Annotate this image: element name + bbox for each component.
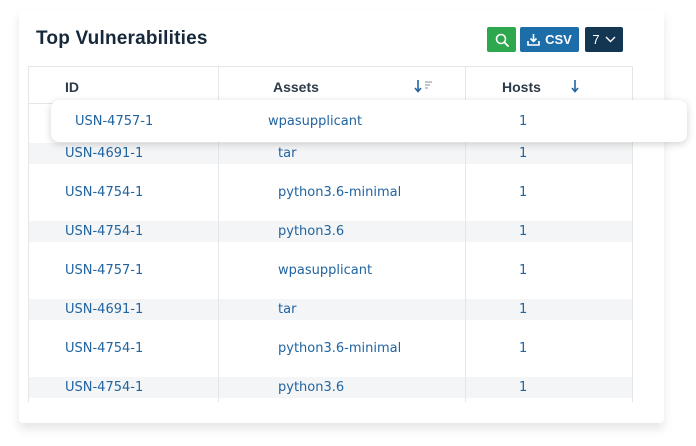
column-divider: [632, 66, 633, 402]
table-row[interactable]: USN-4754-1 python3.6-minimal 1: [28, 182, 633, 203]
table-row[interactable]: USN-4754-1 python3.6 1: [28, 221, 633, 242]
column-header-hosts[interactable]: Hosts: [502, 79, 541, 95]
vulnerability-id-link[interactable]: USN-4757-1: [75, 114, 154, 129]
hosts-count[interactable]: 1: [519, 263, 528, 278]
table-row[interactable]: USN-4754-1 python3.6-minimal 1: [28, 338, 633, 359]
download-icon: [527, 34, 540, 46]
hosts-count[interactable]: 1: [519, 185, 528, 200]
table-row[interactable]: USN-4691-1 tar 1: [28, 299, 633, 320]
asset-link[interactable]: wpasupplicant: [268, 114, 363, 129]
search-button[interactable]: [487, 27, 516, 52]
sort-desc-icon[interactable]: [414, 79, 434, 98]
asset-link[interactable]: python3.6: [278, 380, 345, 395]
csv-label: CSV: [545, 32, 572, 47]
card-title: Top Vulnerabilities: [36, 28, 208, 49]
hosts-count[interactable]: 1: [519, 114, 528, 129]
vulnerability-id-link[interactable]: USN-4754-1: [65, 185, 144, 200]
vulnerability-id-link[interactable]: USN-4754-1: [65, 224, 144, 239]
column-header-id[interactable]: ID: [65, 79, 79, 95]
hosts-count[interactable]: 1: [519, 146, 528, 161]
rows-count-dropdown[interactable]: 7: [585, 27, 623, 52]
asset-link[interactable]: tar: [278, 146, 297, 161]
chevron-down-icon: [605, 36, 616, 43]
vulnerability-id-link[interactable]: USN-4754-1: [65, 380, 144, 395]
column-header-assets[interactable]: Assets: [273, 79, 319, 95]
hosts-count[interactable]: 1: [519, 302, 528, 317]
column-divider: [218, 66, 219, 402]
asset-link[interactable]: python3.6-minimal: [278, 185, 402, 200]
table-header: ID Assets Hosts: [28, 66, 633, 104]
vulnerability-id-link[interactable]: USN-4691-1: [65, 146, 144, 161]
vulnerability-id-link[interactable]: USN-4754-1: [65, 341, 144, 356]
hosts-count[interactable]: 1: [519, 224, 528, 239]
rows-count-value: 7: [592, 32, 600, 47]
vulnerability-id-link[interactable]: USN-4691-1: [65, 302, 144, 317]
table-row[interactable]: USN-4754-1 python3.6 1: [28, 377, 633, 398]
hosts-count[interactable]: 1: [519, 380, 528, 395]
search-icon: [495, 33, 509, 47]
column-divider: [465, 66, 466, 402]
asset-link[interactable]: python3.6-minimal: [278, 341, 402, 356]
hosts-count[interactable]: 1: [519, 341, 528, 356]
vulnerability-id-link[interactable]: USN-4757-1: [65, 263, 144, 278]
vulnerabilities-table: ID Assets Hosts USN-4691-1 tar 1 USN-4754-1…: [28, 66, 633, 402]
export-csv-button[interactable]: CSV: [520, 27, 579, 52]
table-row[interactable]: USN-4757-1 wpasupplicant 1: [28, 260, 633, 281]
dragged-table-row[interactable]: USN-4757-1 wpasupplicant 1: [51, 100, 687, 142]
table-row[interactable]: USN-4691-1 tar 1: [28, 143, 633, 164]
asset-link[interactable]: python3.6: [278, 224, 345, 239]
asset-link[interactable]: tar: [278, 302, 297, 317]
asset-link[interactable]: wpasupplicant: [278, 263, 373, 278]
column-divider: [28, 66, 29, 402]
sort-arrow-icon[interactable]: [570, 79, 580, 98]
